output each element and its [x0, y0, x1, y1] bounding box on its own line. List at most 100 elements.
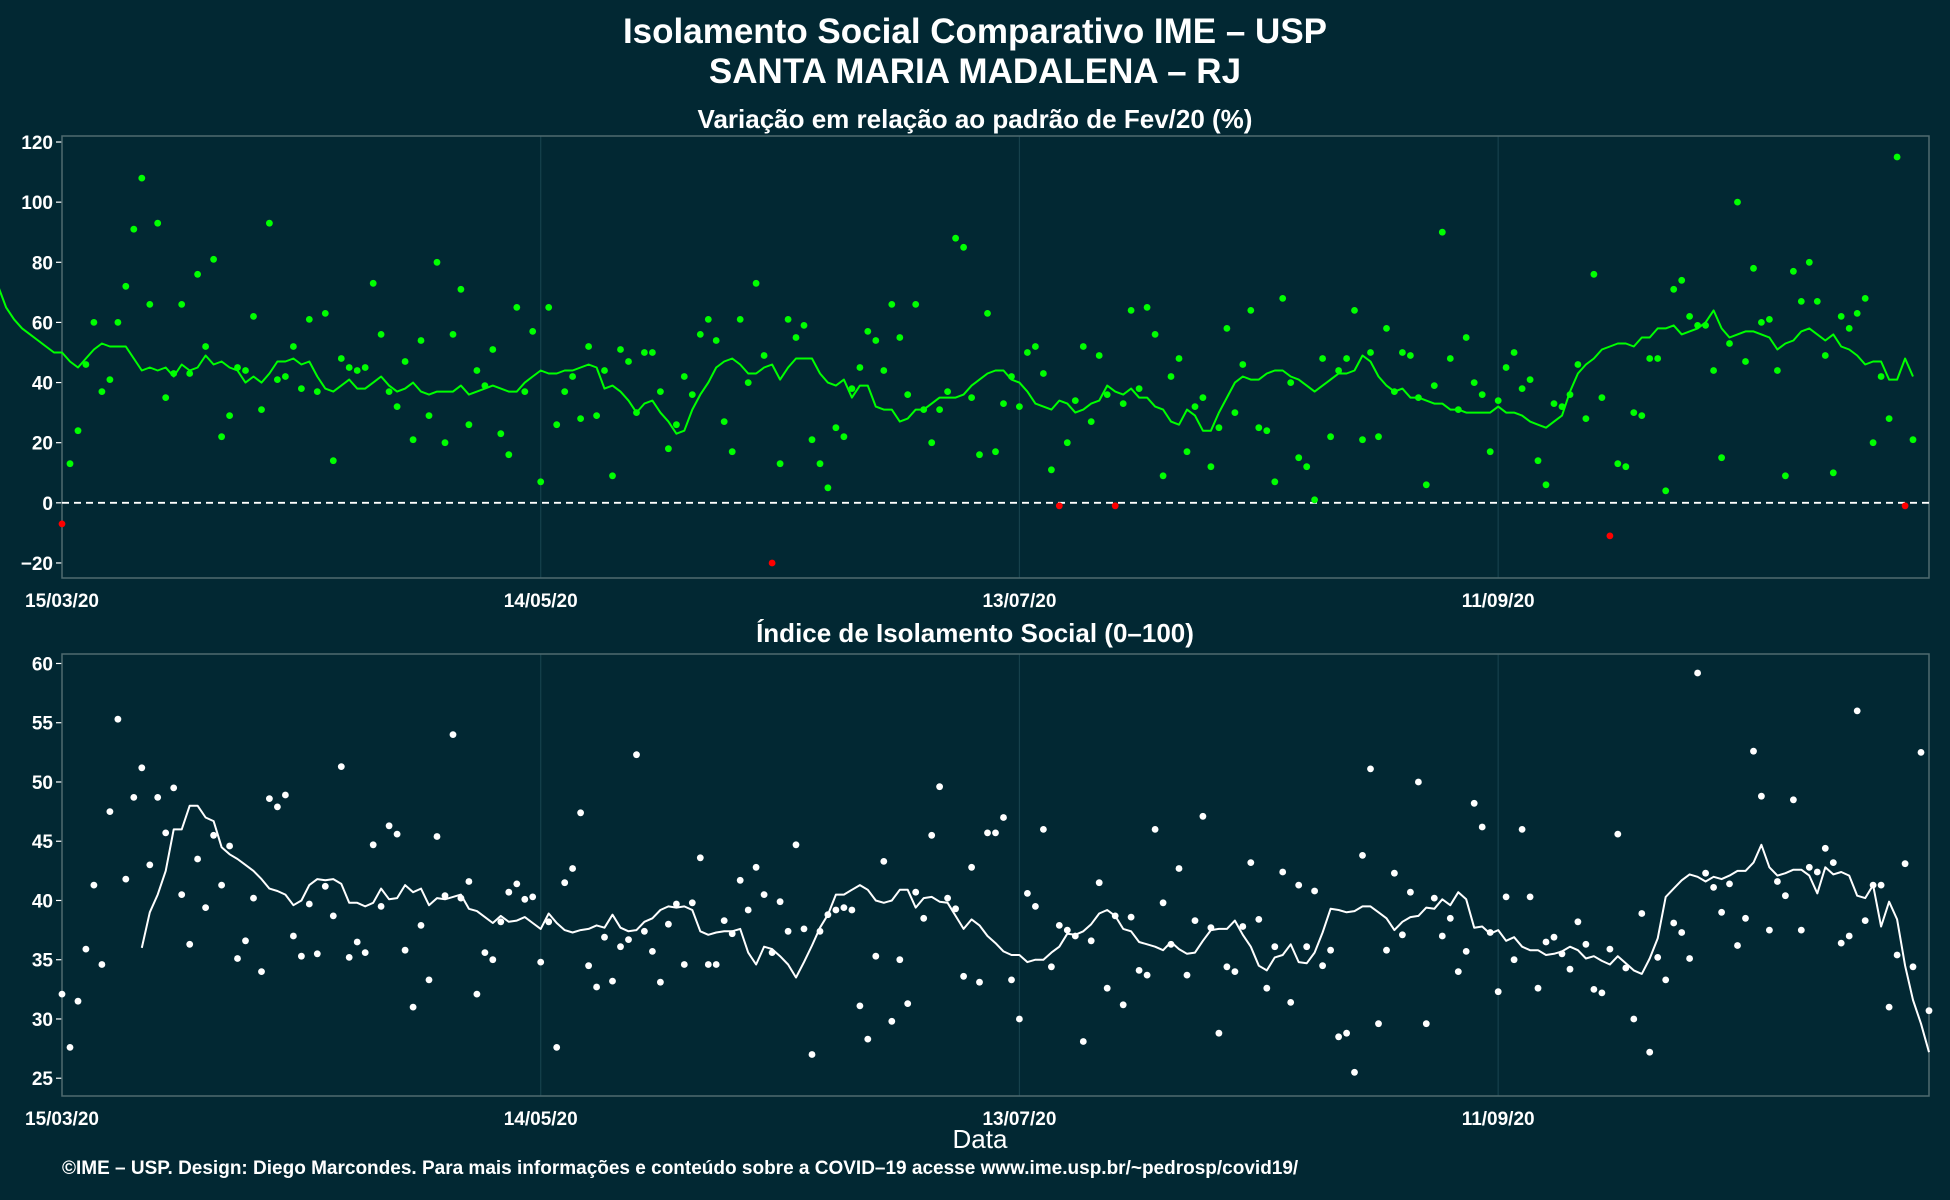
- top-data-point: [250, 313, 257, 320]
- bottom-data-point: [1032, 903, 1039, 910]
- top-data-point: [202, 343, 210, 350]
- top-data-point: [736, 316, 744, 323]
- bottom-data-point: [800, 925, 808, 933]
- top-data-point: [1526, 376, 1534, 383]
- bottom-data-point: [1135, 967, 1143, 974]
- top-data-point: [1063, 439, 1071, 447]
- top-data-point: [1295, 454, 1303, 462]
- top-y-tick-label: −20: [21, 554, 53, 575]
- bottom-data-point: [641, 927, 648, 935]
- top-x-tick-label: 11/09/20: [1462, 591, 1535, 612]
- top-data-point: [1710, 367, 1717, 374]
- bottom-data-point: [1542, 938, 1550, 946]
- bottom-data-point: [760, 891, 768, 898]
- bottom-data-point: [1638, 910, 1646, 917]
- top-data-point: [1742, 358, 1749, 365]
- top-data-point: [1718, 454, 1725, 462]
- top-data-point: [1016, 403, 1023, 410]
- bottom-data-point: [138, 764, 146, 772]
- bottom-data-point: [1071, 932, 1079, 940]
- top-data-point: [896, 334, 904, 341]
- bottom-data-point: [250, 894, 257, 902]
- bottom-data-point: [1566, 965, 1574, 973]
- bottom-data-point: [1335, 1033, 1342, 1041]
- top-data-point: [369, 279, 377, 287]
- bottom-data-point: [1422, 1020, 1430, 1028]
- top-data-point: [808, 436, 816, 444]
- bottom-data-point: [984, 829, 991, 837]
- top-data-point: [784, 316, 792, 323]
- chart-subtitle: SANTA MARIA MADALENA – RJ: [708, 52, 1242, 91]
- bottom-data-point: [577, 809, 584, 817]
- top-data-point: [194, 270, 202, 278]
- top-data-point: [1598, 394, 1606, 401]
- top-data-point: [1438, 228, 1446, 236]
- top-data-point: [1183, 448, 1191, 456]
- top-data-point: [1215, 424, 1223, 432]
- top-data-point: [1590, 270, 1598, 278]
- top-data-point: [633, 409, 640, 416]
- top-data-point: [776, 460, 784, 468]
- top-data-point: [1494, 397, 1502, 404]
- top-data-point: [864, 328, 872, 335]
- bottom-x-tick-label: 11/09/20: [1462, 1109, 1535, 1130]
- top-data-point: [425, 412, 433, 419]
- bottom-data-point: [1048, 963, 1055, 971]
- bottom-data-point: [1750, 747, 1757, 755]
- bottom-data-point: [880, 858, 888, 865]
- bottom-data-point: [569, 865, 576, 872]
- top-data-point: [234, 364, 241, 371]
- top-data-point: [1638, 412, 1646, 419]
- bottom-data-point: [425, 976, 433, 984]
- bottom-y-tick-label: 50: [32, 773, 53, 794]
- bottom-data-point: [337, 763, 345, 770]
- bottom-data-point: [1502, 893, 1510, 901]
- top-data-point: [744, 379, 752, 386]
- top-data-point: [1582, 415, 1590, 422]
- bottom-data-point: [1215, 1029, 1223, 1037]
- bottom-data-point: [1893, 951, 1901, 959]
- top-data-point: [1797, 298, 1805, 305]
- top-data-point: [585, 343, 592, 350]
- top-data-point: [353, 367, 361, 374]
- top-data-point: [768, 559, 776, 567]
- bottom-data-point: [74, 997, 82, 1005]
- top-data-point: [1327, 433, 1334, 441]
- bottom-data-point: [162, 829, 170, 837]
- bottom-data-point: [529, 893, 537, 901]
- top-data-point: [321, 310, 329, 317]
- top-data-point: [1782, 472, 1789, 480]
- bottom-data-point: [1359, 852, 1366, 859]
- top-data-point: [1877, 373, 1885, 380]
- top-data-point: [1040, 370, 1047, 377]
- top-data-point: [1885, 415, 1893, 422]
- top-data-point: [625, 358, 632, 365]
- top-data-point: [1550, 400, 1558, 407]
- bottom-data-point: [449, 731, 457, 738]
- top-data-point: [1199, 394, 1207, 401]
- bottom-data-point: [537, 958, 545, 966]
- top-data-point: [1095, 352, 1103, 359]
- bottom-data-point: [1375, 1020, 1382, 1028]
- top-data-point: [824, 484, 832, 492]
- bottom-data-point: [258, 968, 265, 975]
- bottom-data-point: [585, 962, 592, 970]
- top-data-point: [1478, 391, 1486, 398]
- bottom-data-point: [441, 892, 449, 900]
- top-data-point: [1103, 391, 1111, 398]
- bottom-data-point: [1614, 830, 1622, 838]
- top-data-point: [880, 367, 888, 374]
- top-data-point: [66, 460, 74, 468]
- top-data-point: [290, 343, 297, 350]
- top-data-point: [274, 376, 281, 383]
- bottom-data-point: [928, 831, 936, 839]
- bottom-data-point: [872, 952, 880, 960]
- bottom-panel-title: Índice de Isolamento Social (0–100): [756, 618, 1194, 648]
- bottom-data-point: [1869, 881, 1877, 889]
- bottom-data-point: [768, 949, 776, 956]
- bottom-data-point: [912, 888, 920, 896]
- bottom-data-point: [1582, 940, 1590, 948]
- bottom-data-point: [298, 952, 305, 960]
- top-data-point: [1654, 355, 1662, 362]
- top-data-point: [912, 301, 920, 308]
